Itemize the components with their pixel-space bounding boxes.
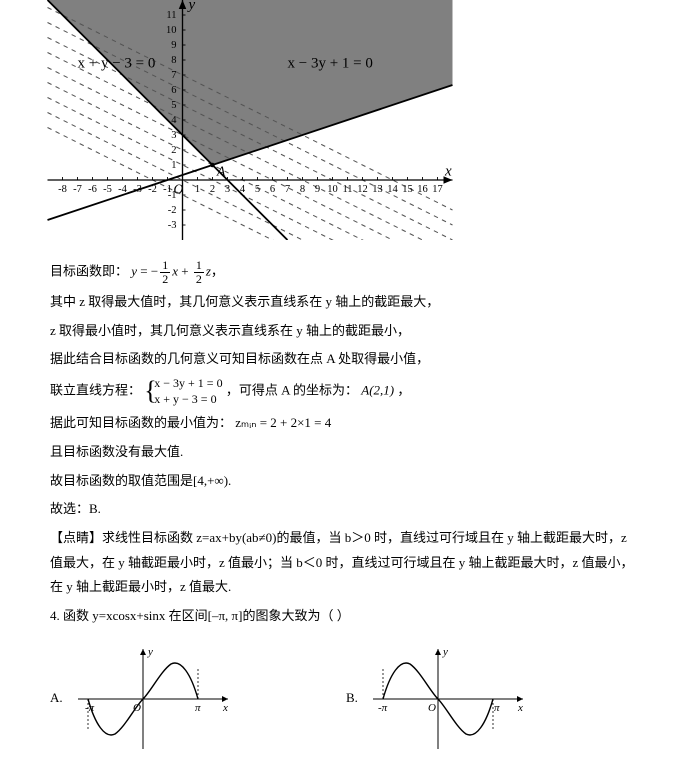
choice-b-graph: -π π x y O [368, 644, 528, 754]
svg-text:O: O [428, 702, 436, 714]
p1b: ， [211, 263, 224, 278]
p4: 据此结合目标函数的几何意义可知目标函数在点 A 处取得最小值， [50, 347, 642, 372]
choice-row: A. -π π x y O B. [50, 644, 642, 754]
svg-text:10: 10 [166, 25, 177, 36]
svg-text:6: 6 [171, 85, 176, 96]
svg-text:-2: -2 [148, 184, 157, 195]
svg-text:4: 4 [240, 184, 246, 195]
svg-text:15: 15 [402, 184, 413, 195]
choice-a-graph: -π π x y O [73, 644, 233, 754]
svg-text:5: 5 [171, 100, 176, 111]
point-a-label: A [216, 164, 226, 179]
svg-text:2: 2 [171, 145, 176, 156]
svg-text:-7: -7 [73, 184, 82, 195]
svg-text:11: 11 [342, 184, 352, 195]
choice-b-label: B. [346, 686, 358, 711]
svg-text:7: 7 [285, 184, 290, 195]
eq-row1: x − 3y + 1 = 0 [154, 376, 222, 392]
p9: 故选：B. [50, 497, 642, 522]
choice-a-label: A. [50, 686, 63, 711]
svg-text:y: y [147, 646, 153, 658]
range-interval: [4,+∞) [193, 473, 228, 488]
p7: 且目标函数没有最大值. [50, 440, 642, 465]
line2-label: x − 3y + 1 = 0 [288, 55, 373, 71]
solution-text: 目标函数即： y = −12x + 12z， 其中 z 取得最大值时，其几何意义… [0, 259, 692, 784]
svg-text:-π: -π [378, 702, 388, 714]
p5c: ， [397, 383, 410, 398]
svg-text:6: 6 [270, 184, 275, 195]
svg-text:1: 1 [171, 160, 176, 171]
svg-text:9: 9 [171, 40, 176, 51]
p8c: . [228, 473, 231, 488]
svg-text:12: 12 [357, 184, 368, 195]
svg-text:10: 10 [327, 184, 338, 195]
svg-text:16: 16 [417, 184, 428, 195]
frac1-den: 2 [160, 273, 170, 286]
svg-text:-π: -π [85, 702, 95, 714]
svg-text:-4: -4 [118, 184, 127, 195]
line1-label: x + y − 3 = 0 [77, 55, 155, 71]
svg-text:-5: -5 [103, 184, 112, 195]
svg-text:x: x [222, 702, 228, 714]
svg-text:-8: -8 [58, 184, 67, 195]
svg-text:-3: -3 [133, 184, 142, 195]
p5b: ，可得点 A 的坐标为： [226, 383, 358, 398]
zmin-eq: zₘᵢₙ = 2 + 2×1 = 4 [235, 415, 331, 430]
p8a: 故目标函数的取值范围是 [50, 473, 193, 488]
svg-text:1: 1 [195, 184, 200, 195]
choice-a: A. -π π x y O [50, 644, 346, 754]
p1a: 目标函数即： [50, 263, 128, 278]
svg-text:3: 3 [225, 184, 230, 195]
svg-text:-3: -3 [168, 220, 177, 231]
p1: 目标函数即： y = −12x + 12z， [50, 259, 642, 286]
feasible-region-graph: -8-7-6-5-4-3-2-1123456789101112131415161… [0, 0, 692, 249]
svg-text:π: π [195, 702, 201, 714]
svg-text:9: 9 [315, 184, 320, 195]
origin-label: O [174, 182, 184, 197]
svg-text:11: 11 [166, 10, 176, 21]
p2: 其中 z 取得最大值时，其几何意义表示直线系在 y 轴上的截距最大， [50, 290, 642, 315]
svg-text:7: 7 [171, 70, 176, 81]
frac2-den: 2 [194, 273, 204, 286]
frac2-num: 1 [194, 259, 204, 273]
svg-text:O: O [133, 702, 141, 714]
axis-x-label: x [444, 164, 452, 180]
p6: 据此可知目标函数的最小值为： zₘᵢₙ = 2 + 2×1 = 4 [50, 411, 642, 436]
svg-text:13: 13 [372, 184, 383, 195]
svg-text:17: 17 [432, 184, 443, 195]
choice-b: B. -π π x y O [346, 644, 642, 754]
question-4: 4. 函数 y=xcosx+sinx 在区间[–π, π]的图象大致为（ ） [50, 604, 642, 629]
p5a: 联立直线方程： [50, 383, 141, 398]
point-a-coords: A(2,1) [361, 383, 394, 398]
p6a: 据此可知目标函数的最小值为： [50, 415, 232, 430]
frac1-num: 1 [160, 259, 170, 273]
svg-text:3: 3 [171, 130, 176, 141]
axis-y-label: y [187, 0, 196, 13]
p3: z 取得最小值时，其几何意义表示直线系在 y 轴上的截距最小， [50, 319, 642, 344]
svg-text:4: 4 [171, 115, 177, 126]
svg-text:14: 14 [387, 184, 398, 195]
p8: 故目标函数的取值范围是[4,+∞). [50, 469, 642, 494]
p10: 【点睛】求线性目标函数 z=ax+by(ab≠0)的最值，当 b＞0 时，直线过… [50, 526, 642, 600]
svg-text:-6: -6 [88, 184, 97, 195]
svg-text:8: 8 [300, 184, 305, 195]
svg-text:x: x [517, 702, 523, 714]
svg-text:5: 5 [255, 184, 260, 195]
equation-system: x − 3y + 1 = 0 x + y − 3 = 0 [144, 376, 222, 407]
svg-text:y: y [442, 646, 448, 658]
svg-text:2: 2 [210, 184, 215, 195]
svg-text:8: 8 [171, 55, 176, 66]
svg-text:-2: -2 [168, 205, 177, 216]
p5: 联立直线方程： x − 3y + 1 = 0 x + y − 3 = 0 ，可得… [50, 376, 642, 407]
eq-row2: x + y − 3 = 0 [154, 392, 222, 408]
svg-text:π: π [494, 702, 500, 714]
